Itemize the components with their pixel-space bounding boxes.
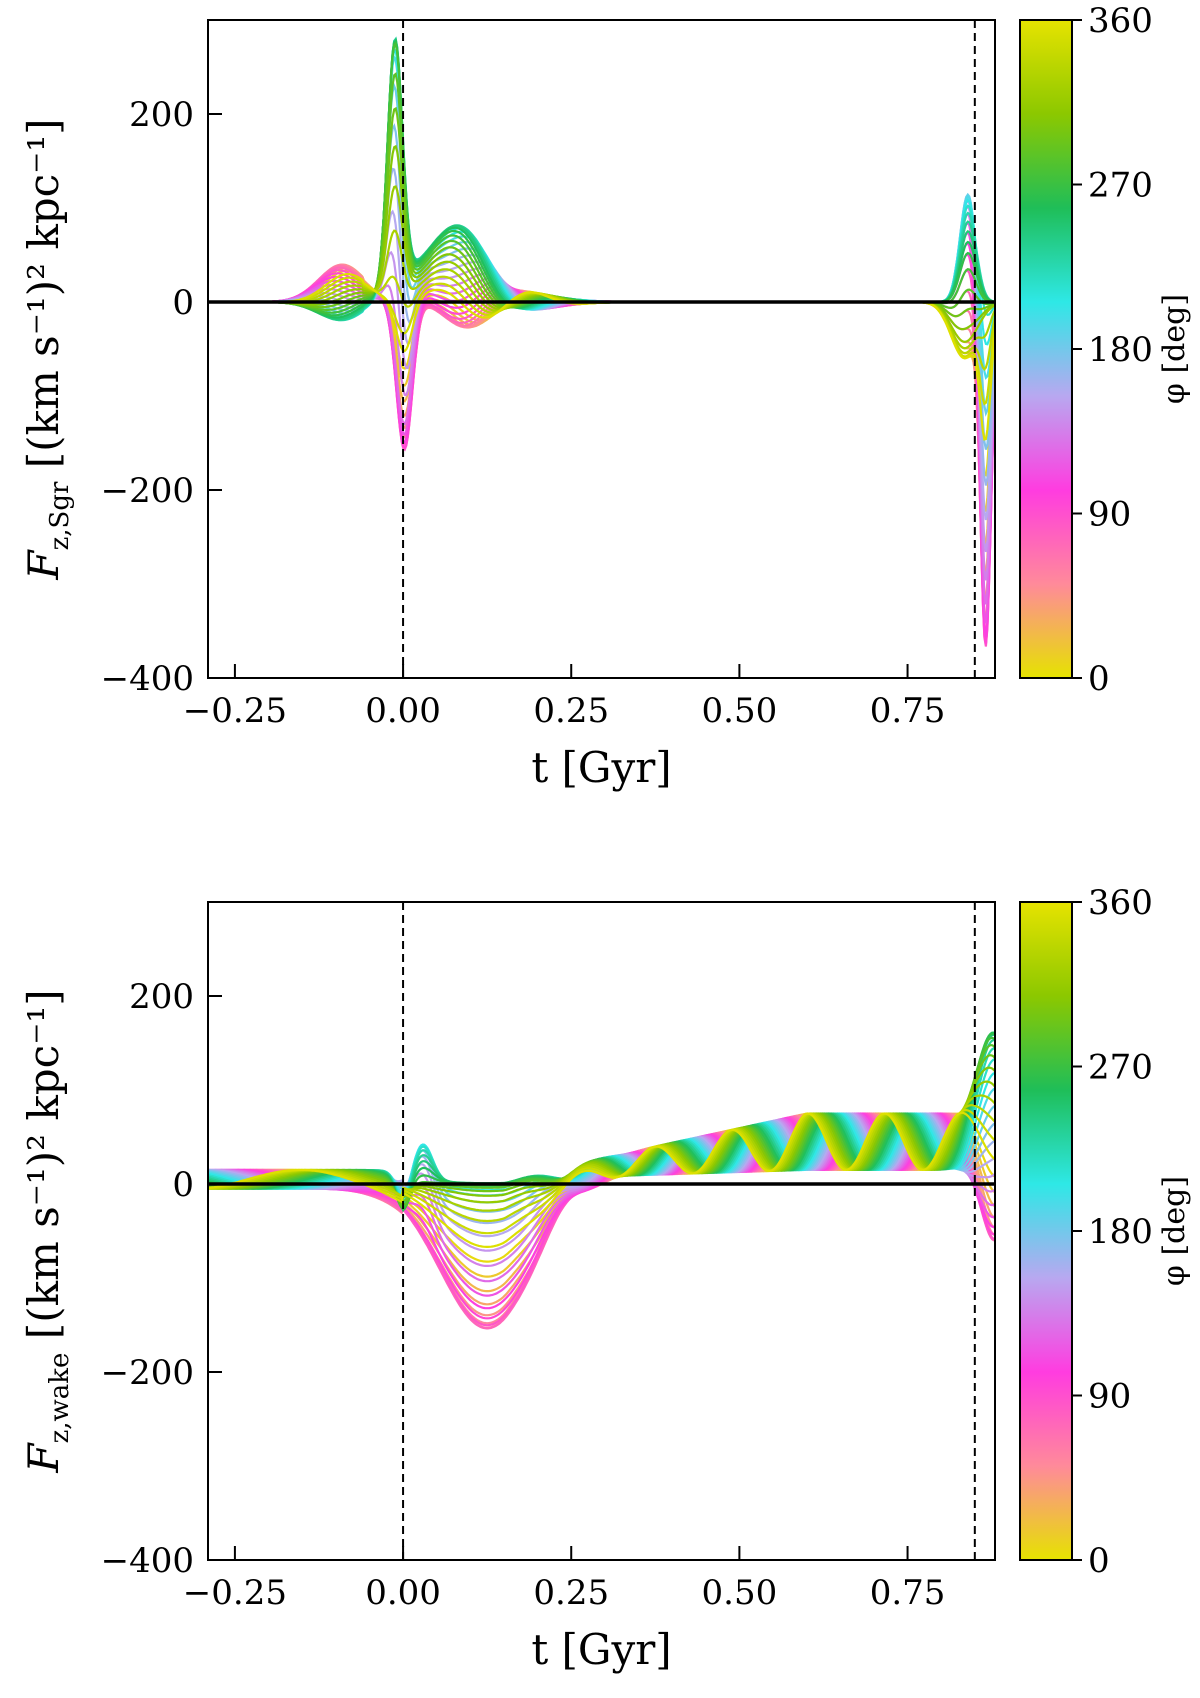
colorbar-label: φ [deg] — [1157, 294, 1192, 404]
colorbar-tick-label: 270 — [1088, 1048, 1153, 1088]
x-tick-label: 0.00 — [365, 691, 441, 731]
series-line-phi-165 — [208, 167, 995, 486]
y-tick-label: 200 — [129, 977, 194, 1017]
colorbar-tick-label: 360 — [1088, 1, 1153, 41]
series-line-phi-315 — [208, 185, 995, 344]
colorbar-tick-label: 90 — [1088, 495, 1131, 535]
x-tick-label: 0.75 — [870, 1573, 946, 1613]
axes-frame — [207, 19, 996, 679]
series-line-phi-195 — [208, 54, 995, 380]
colorbar-label: φ [deg] — [1157, 1176, 1192, 1286]
y-tick-label: −400 — [101, 659, 194, 699]
series-line-phi-135 — [208, 212, 995, 581]
y-tick-label: 0 — [172, 1165, 194, 1205]
series-line-phi-155 — [208, 199, 995, 521]
y-axis-label: Fz,wake [(km s⁻¹)² kpc⁻¹] — [19, 989, 75, 1473]
colorbar-tick-label: 180 — [1088, 330, 1153, 370]
series-line-phi-75 — [208, 266, 995, 645]
series-line-phi-355 — [208, 1111, 995, 1248]
series-line-phi-85 — [208, 269, 995, 647]
series-line-phi-325 — [208, 1094, 995, 1212]
colorbar-tick-label: 360 — [1088, 883, 1153, 923]
x-axis-label: t [Gyr] — [531, 1625, 671, 1674]
series-line-phi-65 — [208, 264, 995, 636]
x-tick-label: 0.75 — [870, 691, 946, 731]
y-tick-label: −200 — [101, 471, 194, 511]
series-group — [208, 36, 995, 647]
panel-bottom-fz-wake: −0.25 0.00 0.25 0.50 0.75 −400 −200 0 200 t [Gyr]… — [19, 883, 1192, 1674]
series-line-phi-55 — [208, 263, 995, 621]
colorbar-tick-label: 180 — [1088, 1212, 1153, 1252]
colorbar-tick-label: 270 — [1088, 166, 1153, 206]
y-tick-label: −400 — [101, 1541, 194, 1581]
y-tick-label: 200 — [129, 95, 194, 135]
series-line-phi-335 — [208, 275, 995, 371]
x-tick-label: 0.50 — [702, 691, 778, 731]
panel-top-fz-sgr: −0.25 0.00 0.25 0.50 0.75 −400 −200 0 200 t [Gyr]… — [19, 1, 1192, 792]
series-line-phi-335 — [208, 1104, 995, 1223]
y-tick-label: 0 — [172, 283, 194, 323]
series-line-phi-185 — [208, 82, 995, 417]
series-line-phi-345 — [208, 1108, 995, 1235]
x-tick-label: 0.00 — [365, 1573, 441, 1613]
colorbar-tick-label: 0 — [1088, 659, 1110, 699]
x-tick-label: 0.25 — [533, 1573, 609, 1613]
x-tick-label: −0.25 — [183, 691, 287, 731]
x-tick-label: 0.50 — [702, 1573, 778, 1613]
x-axis-label: t [Gyr] — [531, 743, 671, 792]
y-axis-label: Fz,Sgr [(km s⁻¹)² kpc⁻¹] — [19, 118, 75, 580]
y-tick-label: −200 — [101, 1353, 194, 1393]
x-tick-label: −0.25 — [183, 1573, 287, 1613]
colorbar — [1019, 19, 1073, 679]
x-tick-label: 0.25 — [533, 691, 609, 731]
colorbar-tick-label: 0 — [1088, 1541, 1110, 1581]
colorbar-tick-label: 90 — [1088, 1377, 1131, 1417]
series-group — [208, 1031, 995, 1330]
axes-frame — [207, 901, 996, 1561]
series-line-phi-145 — [208, 204, 995, 553]
colorbar — [1019, 901, 1073, 1561]
